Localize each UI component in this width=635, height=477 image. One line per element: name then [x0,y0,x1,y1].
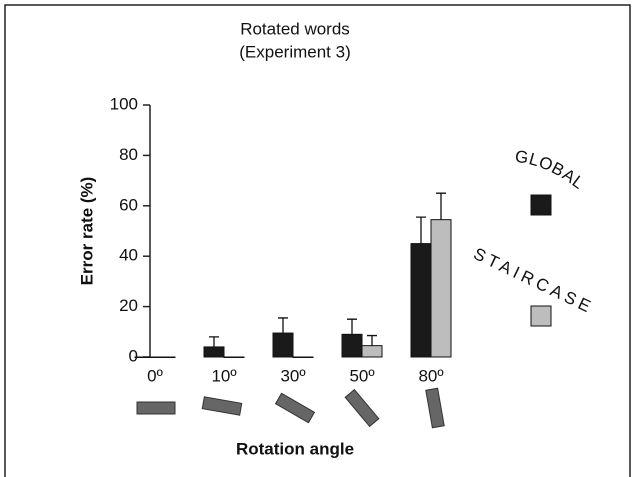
icon [274,392,316,424]
legend-swatch [530,305,552,327]
x-tick-label: 10º [211,366,236,385]
y-tick-label: 80 [119,145,138,164]
y-tick-label: 100 [110,94,138,113]
icon [201,396,243,416]
bar [341,333,363,358]
bar [430,219,452,358]
icon [344,388,380,428]
rotation-icons [136,387,445,429]
frame [4,4,631,477]
bar [134,356,156,358]
chart-title: Rotated words [240,19,350,38]
y-axis-label: Error rate (%) [77,177,96,286]
bar [361,345,383,358]
icon [136,401,176,415]
bar [203,346,225,358]
y-tick-label: 0 [129,346,138,365]
bar [223,356,245,358]
error-bar [436,192,446,220]
error-bar [278,317,288,334]
icon [425,387,445,429]
x-tick-label: 30º [280,366,305,385]
error-bar [416,216,426,244]
x-tick-label: 0º [147,366,163,385]
bar [410,243,432,358]
chart-subtitle: (Experiment 3) [239,42,350,61]
y-tick-label: 20 [119,296,138,315]
x-axis-label: Rotation angle [236,439,354,458]
error-bar [209,336,219,347]
bar [292,356,314,358]
x-tick-label: 50º [349,366,374,385]
error-bar [347,318,357,335]
legend-label: GLOBAL [514,147,588,193]
y-tick-label: 40 [119,246,138,265]
error-bar [367,334,377,346]
bar [154,356,176,358]
bar [272,332,294,358]
legend-text: GLOBAL [514,147,587,193]
x-tick-label: 80º [418,366,443,385]
legend-swatch [530,194,552,216]
y-tick-label: 60 [119,195,138,214]
